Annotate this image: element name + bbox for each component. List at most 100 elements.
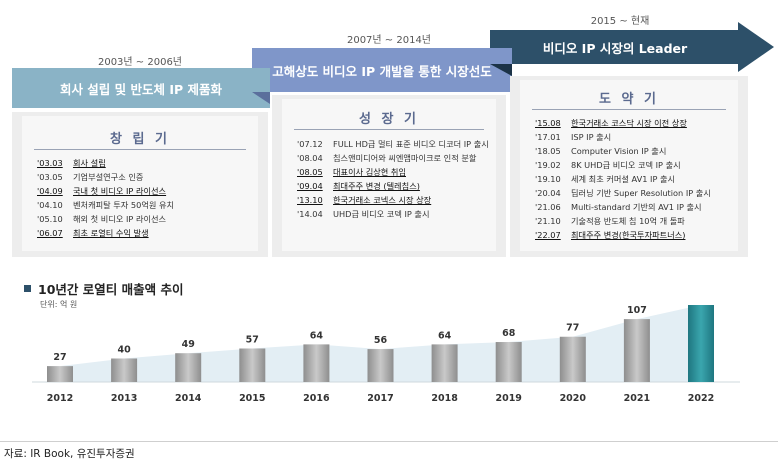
milestone-date: '21.06 [535,202,561,212]
milestone-date: '15.08 [535,118,561,128]
phase-3-panel: 도 약 기 '15.08 한국거래소 코스닥 시장 이전 상장 '17.01 ISP … [510,76,748,257]
milestone-date: '18.05 [535,146,561,156]
milestone-text: 벤처캐피탈 투자 50억원 유치 [73,200,175,210]
milestone-date: '06.07 [37,228,63,238]
source-note: 자료: IR Book, 유진투자증권 [4,448,135,460]
x-tick-label: 2017 [367,393,393,404]
milestone-item: '22.07 최대주주 변경(한국투자파트너스) [535,228,711,242]
bar-value-label: 27 [53,352,66,363]
bar-value-label: 40 [117,344,131,355]
chart-title-text: 10년간 로열티 매출액 추이 [38,282,184,297]
milestone-item: '20.04 딥러닝 기반 Super Resolution IP 출시 [535,186,711,200]
milestone-item: '21.06 Multi-standard 기반의 AV1 IP 출시 [535,200,711,214]
milestone-text: Computer Vision IP 출시 [571,146,667,156]
bar-2018 [431,344,458,382]
milestone-date: '14.04 [297,209,323,219]
milestone-date: '22.07 [535,230,561,240]
arrow-head-icon [738,22,774,72]
milestone-item: '18.05 Computer Vision IP 출시 [535,144,711,158]
bar-2022 [688,305,714,382]
phase-3-milestones: '15.08 한국거래소 코스닥 시장 이전 상장 '17.01 ISP IP 출시 '… [535,116,711,242]
milestone-date: '13.10 [297,195,323,205]
trend-area [47,305,714,382]
bar-2015 [239,348,266,382]
milestone-text: 8K UHD급 비디오 코덱 IP 출시 [571,160,681,170]
banner-fold-shadow [252,92,270,104]
bar-value-label: 107 [627,305,647,316]
milestone-date: '08.04 [297,153,323,163]
milestone-item: '14.04 UHD급 비디오 코덱 IP 출시 [297,207,489,221]
phase-2-panel: 성 장 기 '07.12 FULL HD급 멀티 표준 비디오 디코더 IP 출시… [272,95,506,257]
banner-fold-shadow [490,64,512,76]
phase-3-banner: 비디오 IP 시장의 Leader [490,30,740,64]
x-tick-label: 2015 [239,393,265,404]
bar-value-label: 131 [691,300,711,302]
milestone-date: '08.05 [297,167,323,177]
bar-2021 [623,319,650,382]
milestone-item: '19.10 세계 최초 커머셜 AV1 IP 출시 [535,172,711,186]
phase-2-title: 성 장 기 [359,112,419,127]
phase-1-banner: 회사 설립 및 반도체 IP 제품화 [12,68,270,108]
milestone-text: ISP IP 출시 [571,132,612,142]
x-tick-label: 2018 [431,393,458,404]
milestone-date: '20.04 [535,188,561,198]
milestone-date: '09.04 [297,181,323,191]
milestone-text: 한국거래소 코넥스 시장 상장 [333,195,432,205]
bar-2012 [47,366,73,382]
bar-value-label: 56 [374,335,388,346]
bar-2014 [175,353,202,382]
milestone-item: '04.09 국내 첫 비디오 IP 라이선스 [37,184,174,198]
milestone-date: '19.02 [535,160,561,170]
milestone-item: '08.05 대표이사 김상현 취임 [297,165,489,179]
milestone-text: UHD급 비디오 코덱 IP 출시 [333,209,430,219]
bar-value-label: 64 [438,330,452,341]
milestone-text: 회사 설립 [73,158,106,168]
milestone-date: '21.10 [535,216,561,226]
milestone-text: 최초 로열티 수익 발생 [73,228,149,238]
milestone-text: Multi-standard 기반의 AV1 IP 출시 [571,202,702,212]
bar-value-label: 68 [502,328,516,339]
milestone-date: '05.10 [37,214,63,224]
milestone-date: '03.05 [37,172,63,182]
milestone-text: 대표이사 김상현 취임 [333,167,406,177]
milestone-item: '03.03 회사 설립 [37,156,174,170]
divider [532,109,726,110]
phase-1-milestones: '03.03 회사 설립 '03.05 기업부설연구소 인증 '04.09 국내 첫 비디… [37,156,174,240]
x-tick-label: 2019 [495,393,521,404]
phase-1-title: 창 립 기 [110,132,170,147]
phase-2-milestones: '07.12 FULL HD급 멀티 표준 비디오 디코더 IP 출시 '08.04… [297,137,489,221]
x-tick-label: 2013 [111,393,137,404]
bar-2019 [495,342,522,382]
milestone-text: 최대주주 변경(한국투자파트너스) [571,230,686,240]
phase-1-panel: 창 립 기 '03.03 회사 설립 '03.05 기업부설연구소 인증 '04.09 국… [12,112,268,257]
x-tick-label: 2016 [303,393,330,404]
milestone-text: 세계 최초 커머셜 AV1 IP 출시 [571,174,676,184]
bar-2013 [111,358,138,382]
phase-3-banner-text: 비디오 IP 시장의 Leader [542,40,688,56]
milestone-item: '21.10 기술적용 반도체 칩 10억 개 돌파 [535,214,711,228]
milestone-text: 기술적용 반도체 칩 10억 개 돌파 [571,216,685,226]
phase-1-banner-text: 회사 설립 및 반도체 IP 제품화 [59,81,223,97]
milestone-item: '04.10 벤처캐피탈 투자 50억원 유치 [37,198,174,212]
phase-3-period: 2015 ~ 현재 [590,16,650,27]
milestone-item: '08.04 칩스앤미디어와 씨엔앰마이크로 인적 분할 [297,151,489,165]
bar-2016 [303,344,330,382]
phase-3-title: 도 약 기 [599,92,659,107]
milestone-date: '19.10 [535,174,561,184]
x-tick-label: 2020 [560,393,587,404]
chart-title: 10년간 로열티 매출액 추이 [24,279,183,298]
milestone-text: FULL HD급 멀티 표준 비디오 디코더 IP 출시 [333,139,489,149]
bar-value-label: 49 [182,339,195,350]
x-tick-label: 2012 [47,393,73,404]
milestone-text: 해외 첫 비디오 IP 라이선스 [73,214,167,224]
milestone-date: '07.12 [297,139,323,149]
milestone-item: '07.12 FULL HD급 멀티 표준 비디오 디코더 IP 출시 [297,137,489,151]
milestone-text: 국내 첫 비디오 IP 라이선스 [73,186,167,196]
milestone-item: '15.08 한국거래소 코스닥 시장 이전 상장 [535,116,711,130]
milestone-date: '04.09 [37,186,63,196]
phase-2-banner: 고해상도 비디오 IP 개발을 통한 시장선도 [252,48,512,92]
milestone-item: '03.05 기업부설연구소 인증 [37,170,174,184]
milestone-date: '17.01 [535,132,561,142]
bar-2017 [367,349,394,382]
bar-value-label: 64 [310,330,324,341]
